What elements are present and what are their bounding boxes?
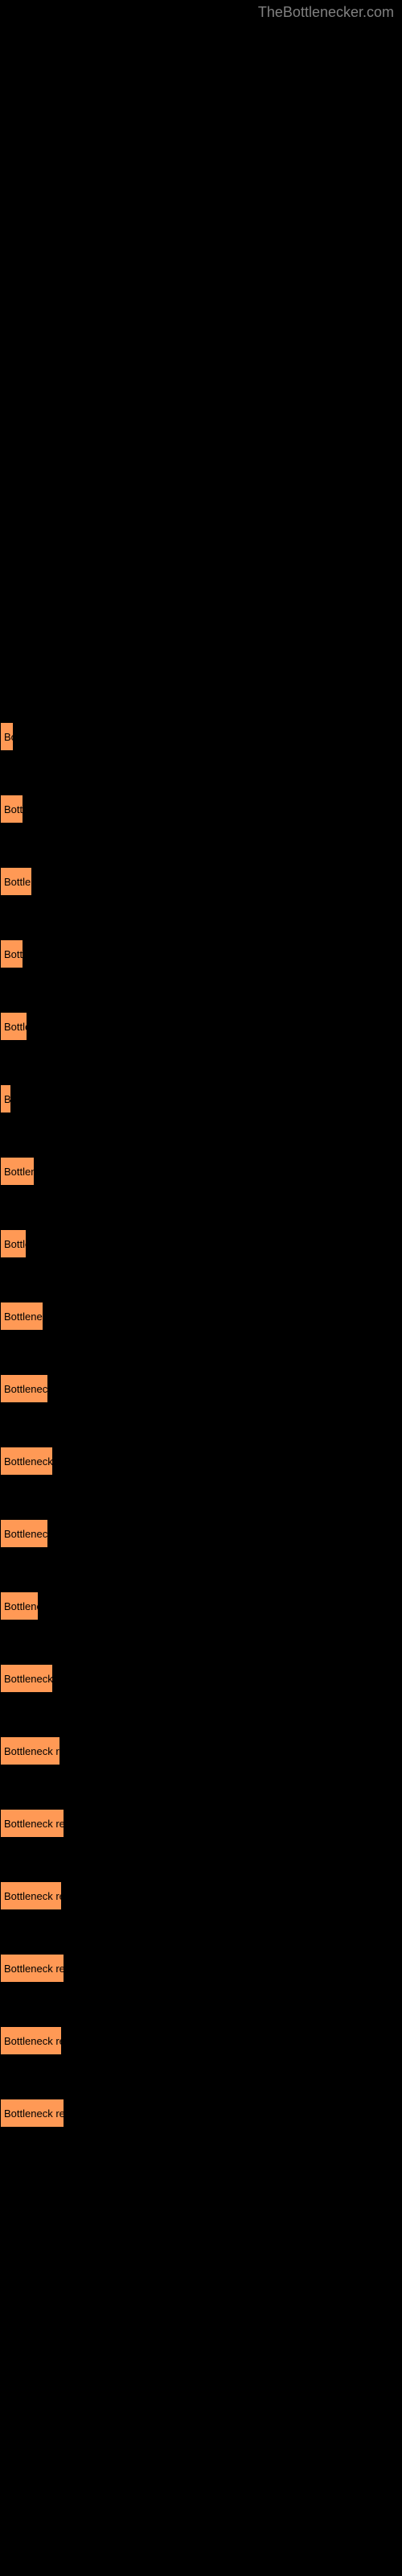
chart-bar: Bottleneck res — [0, 1519, 48, 1548]
chart-bar: Bottleneck result — [0, 1736, 60, 1765]
chart-bar: B — [0, 1084, 11, 1113]
chart-row: Bottleneck res — [0, 1352, 402, 1425]
chart-bar: Bottle — [0, 1229, 27, 1258]
watermark-text: TheBottlenecker.com — [258, 4, 394, 21]
chart-row: Bottlene — [0, 1135, 402, 1208]
chart-bar: Bottleneck result — [0, 2099, 64, 2128]
chart-row: Bottleneck resul — [0, 1642, 402, 1715]
chart-bar: Bottleneck re — [0, 1302, 43, 1331]
chart-bar: Bottleneck resul — [0, 1447, 53, 1476]
chart-row: Bottle — [0, 990, 402, 1063]
chart-row: Bottlene — [0, 845, 402, 918]
chart-row: Bottleneck result — [0, 1787, 402, 1860]
chart-bar: Bottleneck result — [0, 1881, 62, 1910]
chart-bar: Bottleneck result — [0, 1809, 64, 1838]
chart-bar: Bottleneck result — [0, 1954, 64, 1983]
chart-row: Bo — [0, 700, 402, 773]
chart-bar: Bottle — [0, 1012, 27, 1041]
chart-bar: Bottleneck resul — [0, 1664, 53, 1693]
chart-row: Bottleneck re — [0, 1280, 402, 1352]
chart-row: Bottleneck res — [0, 1497, 402, 1570]
chart-bar: Bo — [0, 722, 14, 751]
chart-bar: Bottleneck res — [0, 1374, 48, 1403]
chart-row: Bottleneck result — [0, 1932, 402, 2004]
chart-row: Bottleneck r — [0, 1570, 402, 1642]
chart-row: Bottleneck resul — [0, 1425, 402, 1497]
chart-row: Bottleneck result — [0, 1860, 402, 1932]
chart-bar: Bottlene — [0, 1157, 35, 1186]
chart-bar: Bottleneck result — [0, 2026, 62, 2055]
chart-row: B — [0, 1063, 402, 1135]
chart-row: Bottl — [0, 773, 402, 845]
chart-row: Bottle — [0, 1208, 402, 1280]
chart-row: Bottleneck result — [0, 1715, 402, 1787]
chart-bar: Bottleneck r — [0, 1591, 39, 1620]
bar-chart: Bo Bottl Bottlene Bottl Bottle B Bottlene Bottl… — [0, 0, 402, 2165]
chart-bar: Bottlene — [0, 867, 32, 896]
chart-bar: Bottl — [0, 939, 23, 968]
chart-row: Bottleneck result — [0, 2004, 402, 2077]
chart-bar: Bottl — [0, 795, 23, 824]
chart-row: Bottleneck result — [0, 2077, 402, 2149]
chart-row: Bottl — [0, 918, 402, 990]
